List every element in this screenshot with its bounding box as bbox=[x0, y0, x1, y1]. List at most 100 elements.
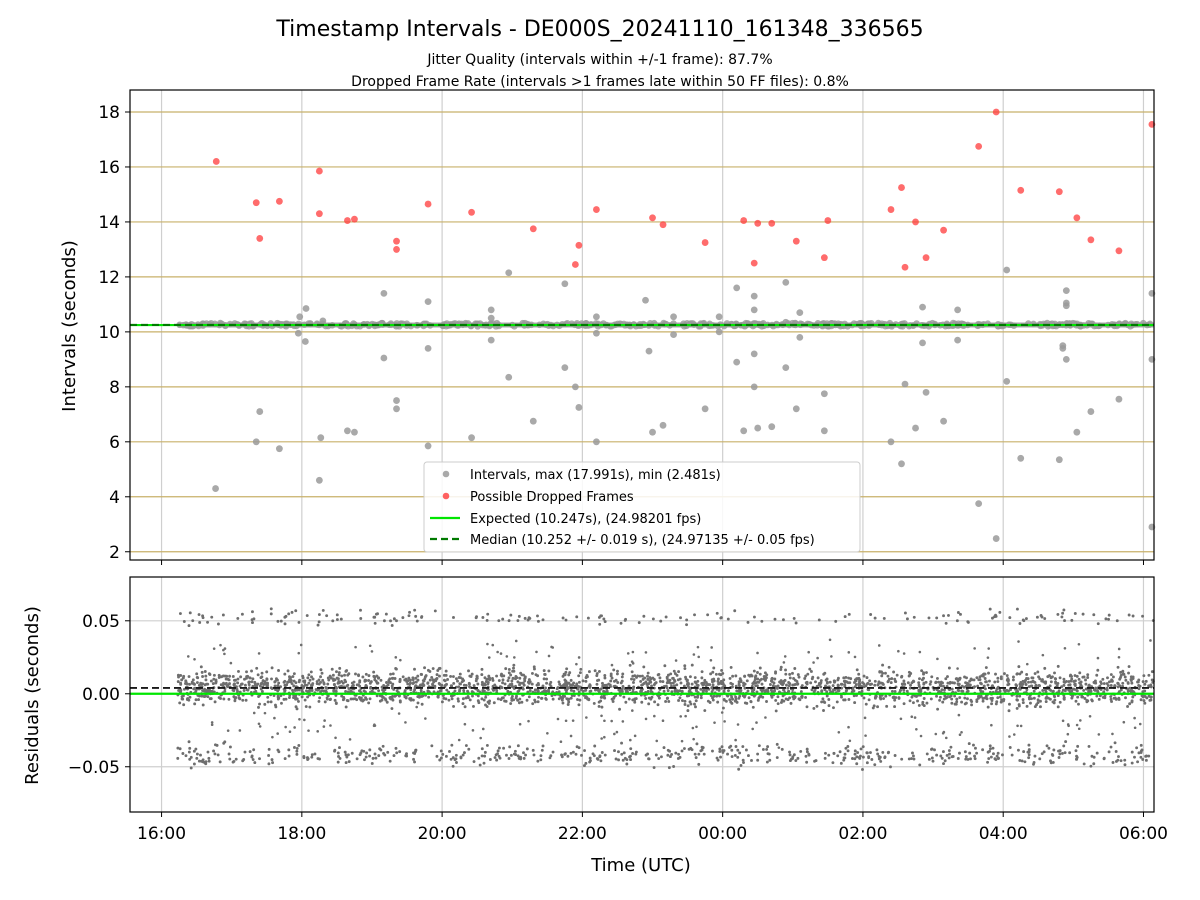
residual-point bbox=[735, 700, 739, 704]
residual-point bbox=[497, 746, 501, 750]
residual-point bbox=[362, 749, 366, 753]
residual-point bbox=[260, 675, 264, 679]
residual-point bbox=[461, 702, 465, 706]
residual-point bbox=[988, 607, 992, 611]
residual-point bbox=[1025, 677, 1029, 680]
residual-point bbox=[1032, 689, 1036, 693]
residual-point bbox=[329, 724, 332, 727]
intervals-x-ticks bbox=[161, 560, 1144, 565]
residual-point bbox=[457, 738, 461, 742]
residual-point bbox=[533, 700, 537, 704]
residual-point bbox=[907, 757, 911, 761]
residual-point bbox=[1008, 616, 1012, 620]
residual-point bbox=[471, 694, 474, 698]
residual-point bbox=[779, 701, 783, 704]
residual-point bbox=[1061, 611, 1065, 615]
residual-point bbox=[346, 753, 350, 757]
dropped-frame-point bbox=[659, 221, 667, 229]
dropped-frame-point bbox=[750, 259, 758, 267]
residual-point bbox=[854, 683, 858, 686]
residual-point bbox=[506, 689, 510, 693]
residual-point bbox=[1009, 688, 1012, 692]
residual-point bbox=[913, 694, 917, 698]
residual-point bbox=[431, 667, 435, 670]
residual-point bbox=[187, 675, 191, 679]
residual-point bbox=[438, 758, 442, 762]
residual-point bbox=[853, 701, 857, 705]
residual-point bbox=[1037, 694, 1041, 698]
residual-point bbox=[1030, 697, 1033, 701]
residual-point bbox=[1092, 613, 1096, 617]
residual-point bbox=[1017, 640, 1020, 643]
residual-point bbox=[374, 756, 378, 760]
residual-point bbox=[860, 689, 864, 693]
interval-point bbox=[1003, 377, 1011, 385]
residual-point bbox=[806, 672, 810, 676]
residual-point bbox=[951, 681, 955, 685]
residual-point bbox=[843, 752, 847, 756]
residual-point bbox=[487, 656, 491, 659]
dropped-frame-point bbox=[256, 235, 264, 242]
residual-point bbox=[631, 650, 635, 654]
residual-point bbox=[219, 697, 222, 700]
residual-point bbox=[1021, 698, 1025, 702]
residual-point bbox=[940, 688, 944, 692]
residual-point bbox=[957, 683, 961, 687]
residual-point bbox=[912, 757, 916, 761]
residual-point bbox=[657, 757, 661, 760]
residual-point bbox=[248, 676, 252, 680]
residual-point bbox=[667, 700, 671, 703]
interval-point bbox=[715, 313, 723, 321]
residual-point bbox=[654, 681, 658, 684]
dropped-frame-point bbox=[315, 167, 323, 175]
residual-point bbox=[821, 697, 825, 701]
residual-point bbox=[273, 680, 277, 684]
residual-point bbox=[1067, 680, 1071, 683]
residual-point bbox=[1075, 689, 1079, 693]
residual-point bbox=[847, 676, 851, 680]
residual-point bbox=[598, 688, 602, 692]
residual-point bbox=[996, 676, 1000, 680]
dropped-frame-point bbox=[571, 261, 579, 268]
dropped-frame-point bbox=[212, 158, 220, 165]
residual-point bbox=[824, 751, 827, 755]
residual-point bbox=[223, 689, 227, 693]
residual-point bbox=[420, 702, 424, 706]
residual-point bbox=[902, 702, 906, 706]
residual-point bbox=[1111, 675, 1115, 679]
residual-point bbox=[317, 678, 321, 682]
residual-point bbox=[310, 753, 314, 757]
residual-point bbox=[1018, 682, 1022, 686]
residual-point bbox=[782, 661, 786, 664]
residual-point bbox=[922, 697, 926, 700]
residual-point bbox=[996, 680, 1000, 683]
residual-point bbox=[900, 675, 903, 679]
residual-point bbox=[346, 683, 350, 687]
residual-point bbox=[683, 667, 687, 671]
residual-point bbox=[305, 614, 309, 618]
residual-point bbox=[901, 682, 905, 686]
residual-point bbox=[743, 686, 747, 690]
residual-point bbox=[726, 694, 730, 698]
residual-point bbox=[539, 754, 543, 758]
residual-point bbox=[1049, 675, 1053, 679]
residual-point bbox=[975, 676, 979, 680]
residual-point bbox=[765, 700, 768, 703]
dropped-frame-point bbox=[529, 225, 537, 233]
residual-point bbox=[960, 689, 964, 693]
residual-point bbox=[766, 689, 770, 693]
residual-point bbox=[943, 688, 946, 692]
residual-point bbox=[695, 683, 699, 687]
residual-point bbox=[946, 681, 950, 685]
residual-point bbox=[611, 700, 615, 703]
residual-point bbox=[236, 681, 240, 685]
residual-point bbox=[995, 687, 999, 691]
residuals-panel: 0.050.00−0.05 16:00 18:00 20:00 22:00 00:00 0… bbox=[22, 576, 1168, 876]
residual-point bbox=[368, 697, 372, 701]
residual-point bbox=[679, 681, 683, 685]
residual-point bbox=[881, 671, 885, 675]
residual-point bbox=[624, 617, 628, 621]
residual-point bbox=[238, 729, 242, 732]
residual-point bbox=[711, 749, 714, 753]
residual-point bbox=[965, 676, 968, 680]
